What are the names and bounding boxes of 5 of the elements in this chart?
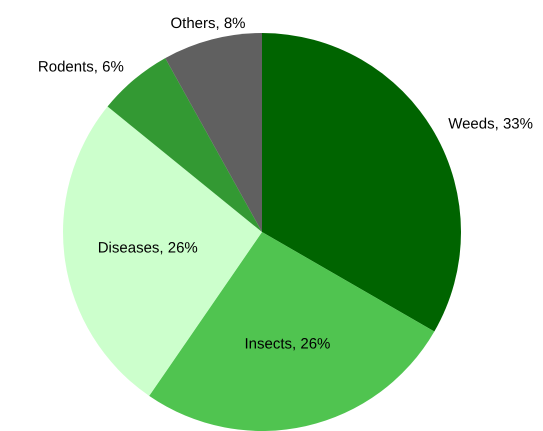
slice-label: Weeds, 33% [448,116,533,133]
slice-label: Others, 8% [170,15,246,32]
slice-label: Insects, 26% [244,336,330,353]
slice-label: Diseases, 26% [98,240,198,257]
slice-label: Rodents, 6% [38,58,124,76]
